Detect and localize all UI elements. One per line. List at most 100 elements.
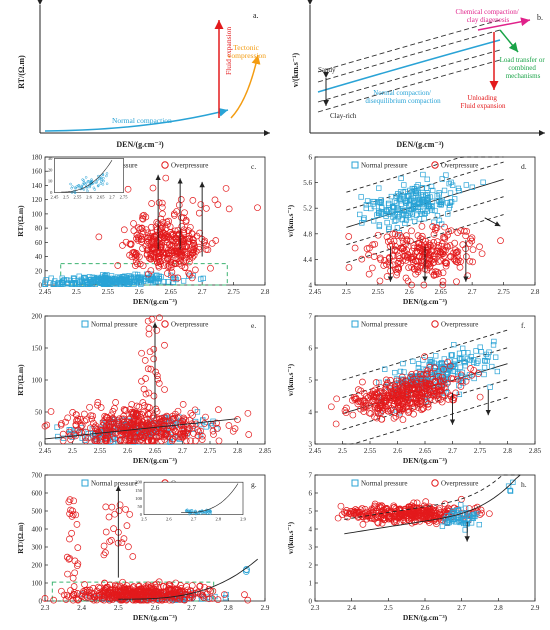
panel-f-over-point — [387, 405, 395, 412]
panel-e-over-point — [91, 423, 99, 431]
panel-c-over-point — [130, 220, 137, 227]
panel-e-legend-normal-marker — [81, 320, 89, 328]
panel-g-xtick-label: 2.6 — [151, 604, 160, 612]
panel-f-over-point — [391, 383, 399, 390]
panel-c-normal-point — [122, 277, 128, 283]
panel-e-over-point — [198, 436, 206, 443]
panel-g-over-point — [149, 587, 157, 595]
panel-e-over-point — [88, 415, 96, 423]
panel-e-over-point — [202, 413, 209, 421]
panel-h-over-point — [428, 512, 436, 520]
panel-c-over-point — [188, 230, 196, 238]
panel-f-over-point — [422, 399, 430, 406]
panel-c-over-point — [136, 260, 144, 268]
panel-e-over-point — [152, 368, 160, 376]
panel-g-over-point — [155, 578, 163, 586]
panel-h-normal-point — [462, 505, 469, 511]
panel-d-over-point — [396, 232, 404, 239]
panel-d-normal-point — [416, 216, 423, 222]
panel-f-normal-point — [431, 360, 437, 366]
panel-g-over-point — [58, 587, 65, 595]
panel-c-over-point — [171, 260, 179, 268]
panel-g-over-point — [84, 593, 91, 601]
panel-d-xtick-label: 2.75 — [497, 288, 510, 296]
panel-h-normal-point — [460, 520, 467, 527]
panel-g-over-point — [108, 593, 115, 601]
panel-c-over-point — [173, 255, 181, 263]
panel-c-over-point — [163, 270, 171, 277]
panel-d-over-point — [428, 246, 436, 254]
panel-c-ytick-label: 20 — [35, 267, 43, 275]
panel-c-over-point — [124, 185, 132, 193]
panel-d-over-point — [456, 263, 464, 271]
panel-c-inset-point — [102, 179, 105, 183]
panel-d-over-point — [430, 231, 438, 238]
panel-f-normal-point — [446, 367, 452, 373]
panel-e-normal-point — [199, 418, 206, 424]
panel-g-legend-normal-marker — [81, 479, 89, 487]
panel-d-over-point — [383, 273, 391, 280]
panel-a-ylabel: RT/(Ω.m) — [17, 55, 26, 89]
panel-g-over-point — [107, 588, 115, 596]
panel-c-over-point — [139, 215, 147, 223]
panel-e-over-point — [189, 412, 196, 419]
panel-c-over-point — [132, 262, 139, 269]
panel-d-over-point — [376, 277, 384, 285]
panel-e-over-point — [215, 437, 223, 445]
panel-e-over-point — [138, 349, 145, 357]
panel-c-over-point — [158, 204, 166, 211]
panel-f-normal-point — [481, 371, 487, 378]
panel-e-over-point — [156, 418, 164, 426]
panel-d-over-point — [413, 248, 421, 255]
panel-e-over-point — [148, 315, 156, 323]
panel-g-inset-xtick-label: 2.5 — [141, 517, 147, 522]
panel-f-normal-point — [449, 364, 456, 370]
panel-h-over-point — [473, 503, 481, 511]
panel-d-normal-point — [421, 216, 427, 222]
panel-d-normal-point — [376, 185, 382, 191]
panel-c-xtick-label: 2.65 — [165, 288, 178, 296]
panel-e-over-point — [102, 437, 110, 444]
panel-d-normal-point — [447, 199, 454, 205]
panel-e-over-point — [170, 435, 177, 443]
panel-c-over-point — [147, 238, 155, 245]
panel-f-over-point — [359, 378, 366, 386]
panel-f-label: f. — [521, 321, 525, 330]
panel-f-over-point — [470, 366, 478, 374]
panel-f-normal-point — [454, 369, 461, 376]
panel-c-normal-point — [76, 281, 82, 287]
panel-d-over-point — [469, 246, 477, 254]
panel-f-over-point — [402, 393, 410, 400]
panel-b-diagenesis-arrow — [477, 17, 531, 31]
panel-d-over-point — [452, 246, 459, 254]
panel-b-nc-line1: Normal compaction/ — [373, 89, 431, 97]
panel-c-inset-point — [105, 182, 109, 185]
panel-c-over-point — [133, 231, 141, 239]
panel-d-ytick-label: 4.8 — [303, 230, 312, 238]
panel-d-normal-point — [420, 193, 426, 200]
panel-f-normal-point — [436, 369, 442, 375]
panel-c-normal-point — [64, 280, 70, 286]
panel-c-label: c. — [251, 162, 256, 171]
panel-f-over-point — [395, 404, 403, 412]
panel-g-inset-point — [206, 510, 210, 513]
panel-b-un-line2: Fluid expansion — [461, 102, 506, 110]
panel-g-over-point — [67, 506, 74, 514]
panel-h-normal-point — [450, 508, 456, 514]
panel-c-over-point — [133, 235, 140, 243]
panel-g-normal-point — [205, 594, 211, 600]
panel-c-inset-point — [84, 181, 88, 185]
panel-e-over-point — [92, 422, 100, 430]
panel-g-over-point — [77, 592, 85, 599]
panel-g-over-point — [113, 583, 121, 590]
panel-d-over-point — [374, 231, 382, 239]
panel-f-over-point — [369, 393, 377, 400]
panel-f-xtick-label: 2.7 — [448, 447, 457, 455]
panel-f-over-point — [424, 400, 432, 408]
panel-c-over-point — [154, 258, 161, 266]
panel-g-over-point — [63, 591, 71, 599]
panel-d-normal-point — [445, 211, 451, 217]
panel-d-normal-point — [361, 215, 367, 221]
panel-e-over-point — [118, 436, 125, 443]
panel-d-legend-over-label: Overpressure — [441, 162, 478, 170]
